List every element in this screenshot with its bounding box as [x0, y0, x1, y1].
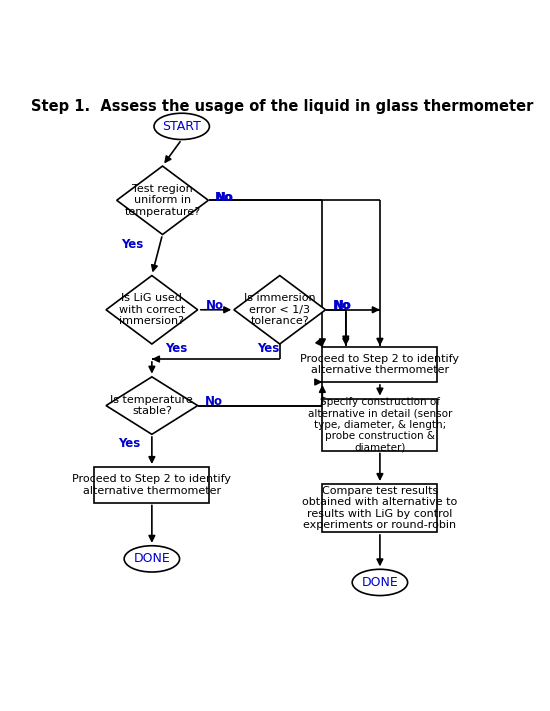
- Text: Yes: Yes: [118, 437, 140, 450]
- Polygon shape: [106, 276, 197, 344]
- Text: Is temperature
stable?: Is temperature stable?: [111, 395, 193, 417]
- Text: Yes: Yes: [257, 341, 280, 355]
- Text: DONE: DONE: [134, 552, 170, 565]
- FancyBboxPatch shape: [95, 467, 210, 503]
- Text: No: No: [214, 191, 233, 203]
- FancyBboxPatch shape: [322, 347, 437, 383]
- Text: Yes: Yes: [121, 237, 144, 250]
- Polygon shape: [106, 377, 197, 434]
- FancyBboxPatch shape: [322, 399, 437, 451]
- Ellipse shape: [124, 546, 179, 572]
- Text: Proceed to Step 2 to identify
alternative thermometer: Proceed to Step 2 to identify alternativ…: [73, 474, 232, 496]
- Text: No: No: [333, 299, 351, 312]
- Text: Yes: Yes: [164, 341, 187, 355]
- Text: Proceed to Step 2 to identify
alternative thermometer: Proceed to Step 2 to identify alternativ…: [300, 354, 459, 375]
- Text: Is LiG used
with correct
immersion?: Is LiG used with correct immersion?: [119, 293, 185, 326]
- Ellipse shape: [352, 570, 408, 596]
- Text: No: No: [206, 299, 223, 312]
- Text: Test region
uniform in
temperature?: Test region uniform in temperature?: [124, 183, 201, 217]
- Ellipse shape: [154, 113, 210, 139]
- Text: Compare test results
obtained with alternative to
results with LiG by control
ex: Compare test results obtained with alter…: [302, 486, 458, 530]
- Text: Step 1.  Assess the usage of the liquid in glass thermometer: Step 1. Assess the usage of the liquid i…: [31, 99, 533, 114]
- Text: START: START: [162, 120, 201, 133]
- Text: Specify construction of
alternative in detail (sensor
type, diameter, & length;
: Specify construction of alternative in d…: [307, 397, 452, 453]
- FancyBboxPatch shape: [322, 484, 437, 532]
- Text: No: No: [334, 299, 352, 312]
- Text: No: No: [205, 395, 223, 408]
- Text: DONE: DONE: [361, 576, 398, 589]
- Text: Is immersion
error < 1/3
tolerance?: Is immersion error < 1/3 tolerance?: [244, 293, 316, 326]
- Text: No: No: [216, 191, 234, 204]
- Polygon shape: [117, 166, 208, 235]
- Polygon shape: [234, 276, 326, 344]
